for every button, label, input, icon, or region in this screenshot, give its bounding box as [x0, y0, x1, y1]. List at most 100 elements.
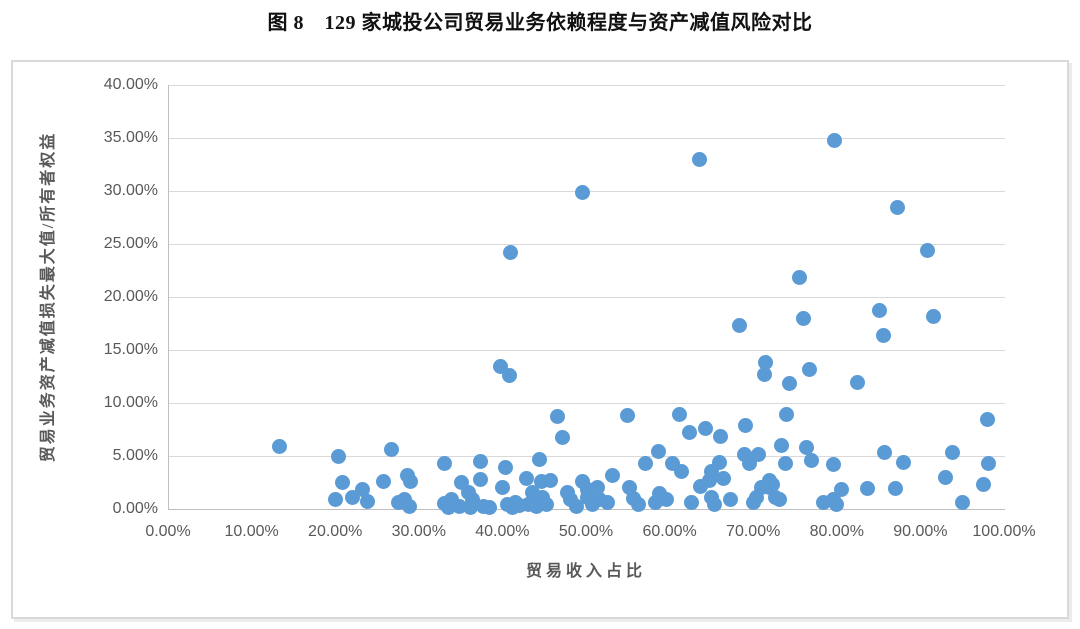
data-point — [531, 451, 547, 467]
data-point — [383, 442, 399, 458]
gridline-h — [169, 456, 1005, 457]
data-point — [555, 430, 571, 446]
x-tick-label: 90.00% — [893, 523, 948, 540]
data-point — [473, 471, 489, 487]
data-point — [650, 444, 666, 460]
data-point — [575, 184, 591, 200]
data-point — [501, 367, 517, 383]
data-point — [979, 412, 995, 428]
data-point — [980, 455, 996, 471]
data-point — [771, 491, 787, 507]
x-tick-label: 0.00% — [145, 523, 191, 540]
gridline-h — [169, 138, 1005, 139]
y-tick-label: 0.00% — [112, 500, 158, 517]
data-point — [335, 475, 351, 490]
y-tick-label: 40.00% — [103, 76, 158, 93]
data-point — [826, 132, 842, 148]
data-point — [600, 495, 616, 511]
data-point — [925, 308, 941, 324]
gridline-h — [169, 403, 1005, 404]
data-point — [750, 447, 766, 463]
data-point — [877, 445, 893, 461]
x-axis-title: 贸易收入占比 — [525, 563, 647, 580]
data-point — [828, 497, 844, 513]
data-point — [715, 470, 731, 486]
gridline-h — [169, 244, 1005, 245]
y-tick-label: 30.00% — [103, 182, 158, 199]
data-point — [542, 472, 558, 488]
y-tick-label: 35.00% — [103, 129, 158, 146]
data-point — [887, 481, 903, 497]
data-point — [723, 491, 739, 507]
gridline-h — [169, 350, 1005, 351]
data-point — [850, 375, 866, 391]
data-point — [796, 310, 812, 326]
data-point — [684, 495, 699, 511]
y-axis-title: 贸易业务资产减值损失最大值/所有者权益 — [40, 131, 57, 463]
data-point — [673, 464, 689, 480]
x-tick-label: 40.00% — [475, 523, 530, 540]
data-point — [497, 460, 513, 476]
data-point — [402, 499, 418, 515]
data-point — [712, 454, 728, 470]
data-point — [781, 376, 797, 392]
data-point — [355, 482, 371, 498]
data-point — [938, 469, 954, 485]
data-point — [896, 454, 912, 470]
x-tick-label: 60.00% — [642, 523, 697, 540]
chart-frame — [11, 60, 1069, 619]
data-point — [271, 438, 287, 454]
data-point — [732, 318, 748, 334]
data-point — [707, 497, 723, 513]
y-tick-label: 5.00% — [112, 447, 158, 464]
x-tick-label: 80.00% — [809, 523, 864, 540]
data-point — [604, 467, 620, 483]
figure-caption: 图 8 129 家城投公司贸易业务依赖程度与资产减值风险对比 — [267, 12, 813, 34]
data-point — [944, 445, 960, 461]
data-point — [804, 452, 820, 468]
data-point — [403, 473, 419, 489]
data-point — [801, 361, 817, 377]
gridline-h — [169, 297, 1005, 298]
x-tick-label: 20.00% — [308, 523, 363, 540]
data-point — [890, 200, 906, 216]
data-point — [777, 455, 793, 471]
data-point — [451, 499, 467, 515]
data-point — [756, 366, 772, 382]
data-point — [539, 497, 555, 513]
data-point — [872, 303, 888, 319]
data-point — [359, 494, 375, 510]
data-point — [698, 420, 714, 436]
data-point — [327, 491, 343, 507]
data-point — [691, 151, 707, 167]
data-point — [631, 497, 647, 513]
data-point — [550, 409, 566, 425]
data-point — [859, 481, 875, 497]
data-point — [620, 408, 636, 424]
data-point — [658, 491, 674, 507]
data-point — [568, 499, 584, 515]
data-point — [954, 495, 970, 511]
x-tick-label: 100.00% — [972, 523, 1036, 540]
gridline-h — [169, 85, 1005, 86]
data-point — [833, 482, 849, 498]
data-point — [791, 270, 807, 286]
data-point — [713, 429, 729, 445]
data-point — [826, 456, 842, 472]
data-point — [589, 480, 605, 496]
y-tick-label: 15.00% — [103, 341, 158, 358]
data-point — [765, 477, 781, 493]
data-point — [774, 437, 790, 453]
data-point — [331, 448, 347, 464]
data-point — [495, 480, 511, 496]
data-point — [481, 500, 497, 516]
data-point — [638, 455, 654, 471]
y-tick-label: 10.00% — [103, 394, 158, 411]
data-point — [672, 407, 688, 423]
data-point — [682, 425, 698, 441]
data-point — [779, 407, 795, 423]
x-tick-label: 10.00% — [224, 523, 279, 540]
data-point — [375, 473, 391, 489]
data-point — [975, 477, 991, 493]
